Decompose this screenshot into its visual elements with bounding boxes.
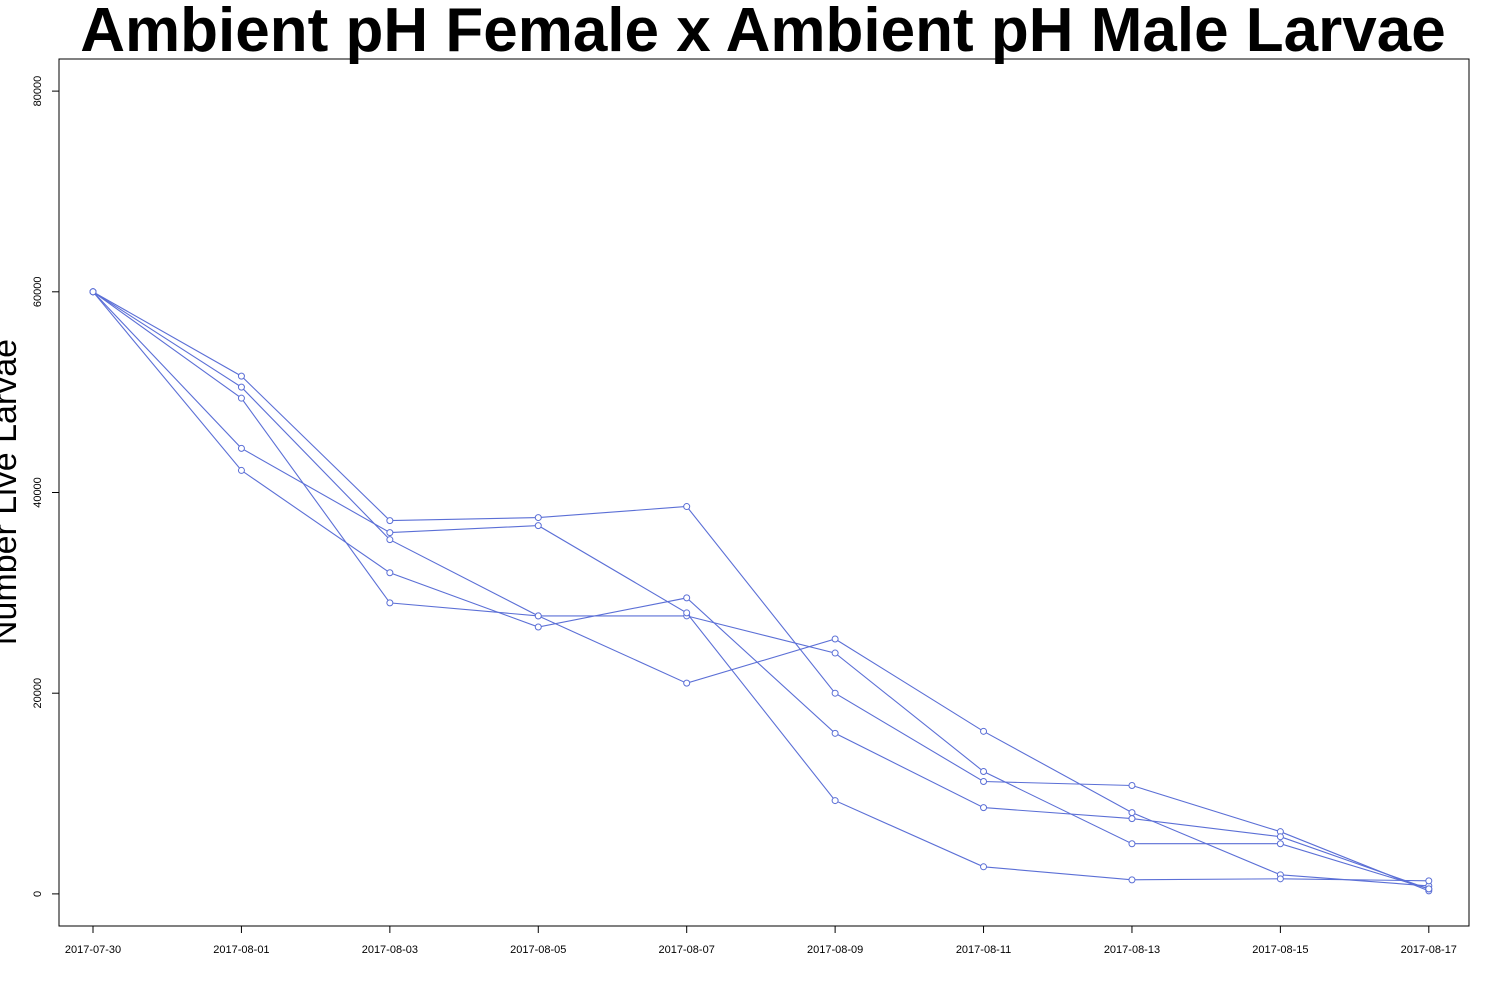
series-layer: [89, 288, 1433, 895]
x-axis: 2017-07-30 2017-08-01 2017-08-03 2017-08-05…: [65, 925, 1457, 956]
y-axis-label: Number Live Larvae: [0, 339, 24, 645]
x-tick-label: 2017-08-17: [1401, 944, 1457, 956]
data-point: [683, 594, 691, 602]
data-point: [683, 679, 691, 687]
data-point: [386, 517, 394, 525]
data-point: [980, 727, 988, 735]
x-tick-label: 2017-08-09: [807, 944, 863, 956]
data-point: [1425, 885, 1433, 893]
series-line: [92, 291, 1430, 892]
data-point: [534, 514, 542, 522]
x-tick-label: 2017-08-13: [1104, 944, 1160, 956]
data-point: [1276, 875, 1284, 883]
data-point: [1128, 815, 1136, 823]
data-point: [980, 863, 988, 871]
x-tick-label: 2017-07-30: [65, 944, 121, 956]
series-line: [92, 291, 1429, 882]
data-point: [534, 612, 542, 620]
plot-frame: [58, 58, 1470, 927]
y-axis: 0 20000 40000 60000 80000: [32, 76, 60, 897]
y-tick-label: 20000: [32, 678, 44, 709]
series-line: [92, 291, 1429, 890]
series-1: [89, 288, 1433, 895]
series-3: [89, 288, 1433, 890]
data-point: [683, 503, 691, 511]
data-point: [237, 383, 245, 391]
data-point: [1128, 809, 1136, 817]
data-point: [831, 797, 839, 805]
x-tick-label: 2017-08-01: [213, 944, 269, 956]
x-tick-label: 2017-08-03: [362, 944, 418, 956]
y-tick-label: 40000: [32, 477, 44, 508]
x-tick-label: 2017-08-07: [659, 944, 715, 956]
data-point: [1128, 840, 1136, 848]
data-point: [1276, 833, 1284, 841]
y-tick-label: 0: [32, 891, 44, 897]
data-point: [1128, 876, 1136, 884]
data-point: [980, 778, 988, 785]
data-point: [831, 649, 839, 657]
data-point: [980, 767, 988, 775]
chart-title: Ambient pH Female x Ambient pH Male Larv…: [80, 0, 1446, 65]
data-point: [831, 689, 839, 697]
data-point: [386, 529, 394, 537]
series-5: [89, 288, 1433, 893]
data-point: [89, 288, 97, 296]
data-point: [534, 623, 542, 631]
data-point: [980, 804, 988, 812]
x-tick-label: 2017-08-05: [510, 944, 566, 956]
data-point: [534, 522, 542, 530]
data-point: [683, 609, 691, 617]
data-point: [1425, 877, 1433, 885]
y-tick-label: 80000: [32, 76, 44, 107]
data-point: [237, 444, 245, 452]
x-tick-label: 2017-08-15: [1252, 944, 1308, 956]
y-tick-label: 60000: [32, 277, 44, 308]
data-point: [237, 394, 245, 402]
data-point: [1276, 840, 1284, 848]
series-2: [89, 288, 1433, 893]
data-point: [386, 599, 394, 607]
data-point: [831, 635, 839, 643]
series-4: [89, 288, 1433, 885]
series-line: [92, 291, 1429, 890]
data-point: [237, 466, 245, 474]
series-line: [92, 291, 1429, 887]
data-point: [386, 536, 394, 544]
data-point: [831, 729, 839, 737]
data-point: [386, 569, 394, 577]
data-point: [237, 372, 245, 380]
x-tick-label: 2017-08-11: [956, 944, 1011, 956]
data-point: [1128, 782, 1136, 790]
